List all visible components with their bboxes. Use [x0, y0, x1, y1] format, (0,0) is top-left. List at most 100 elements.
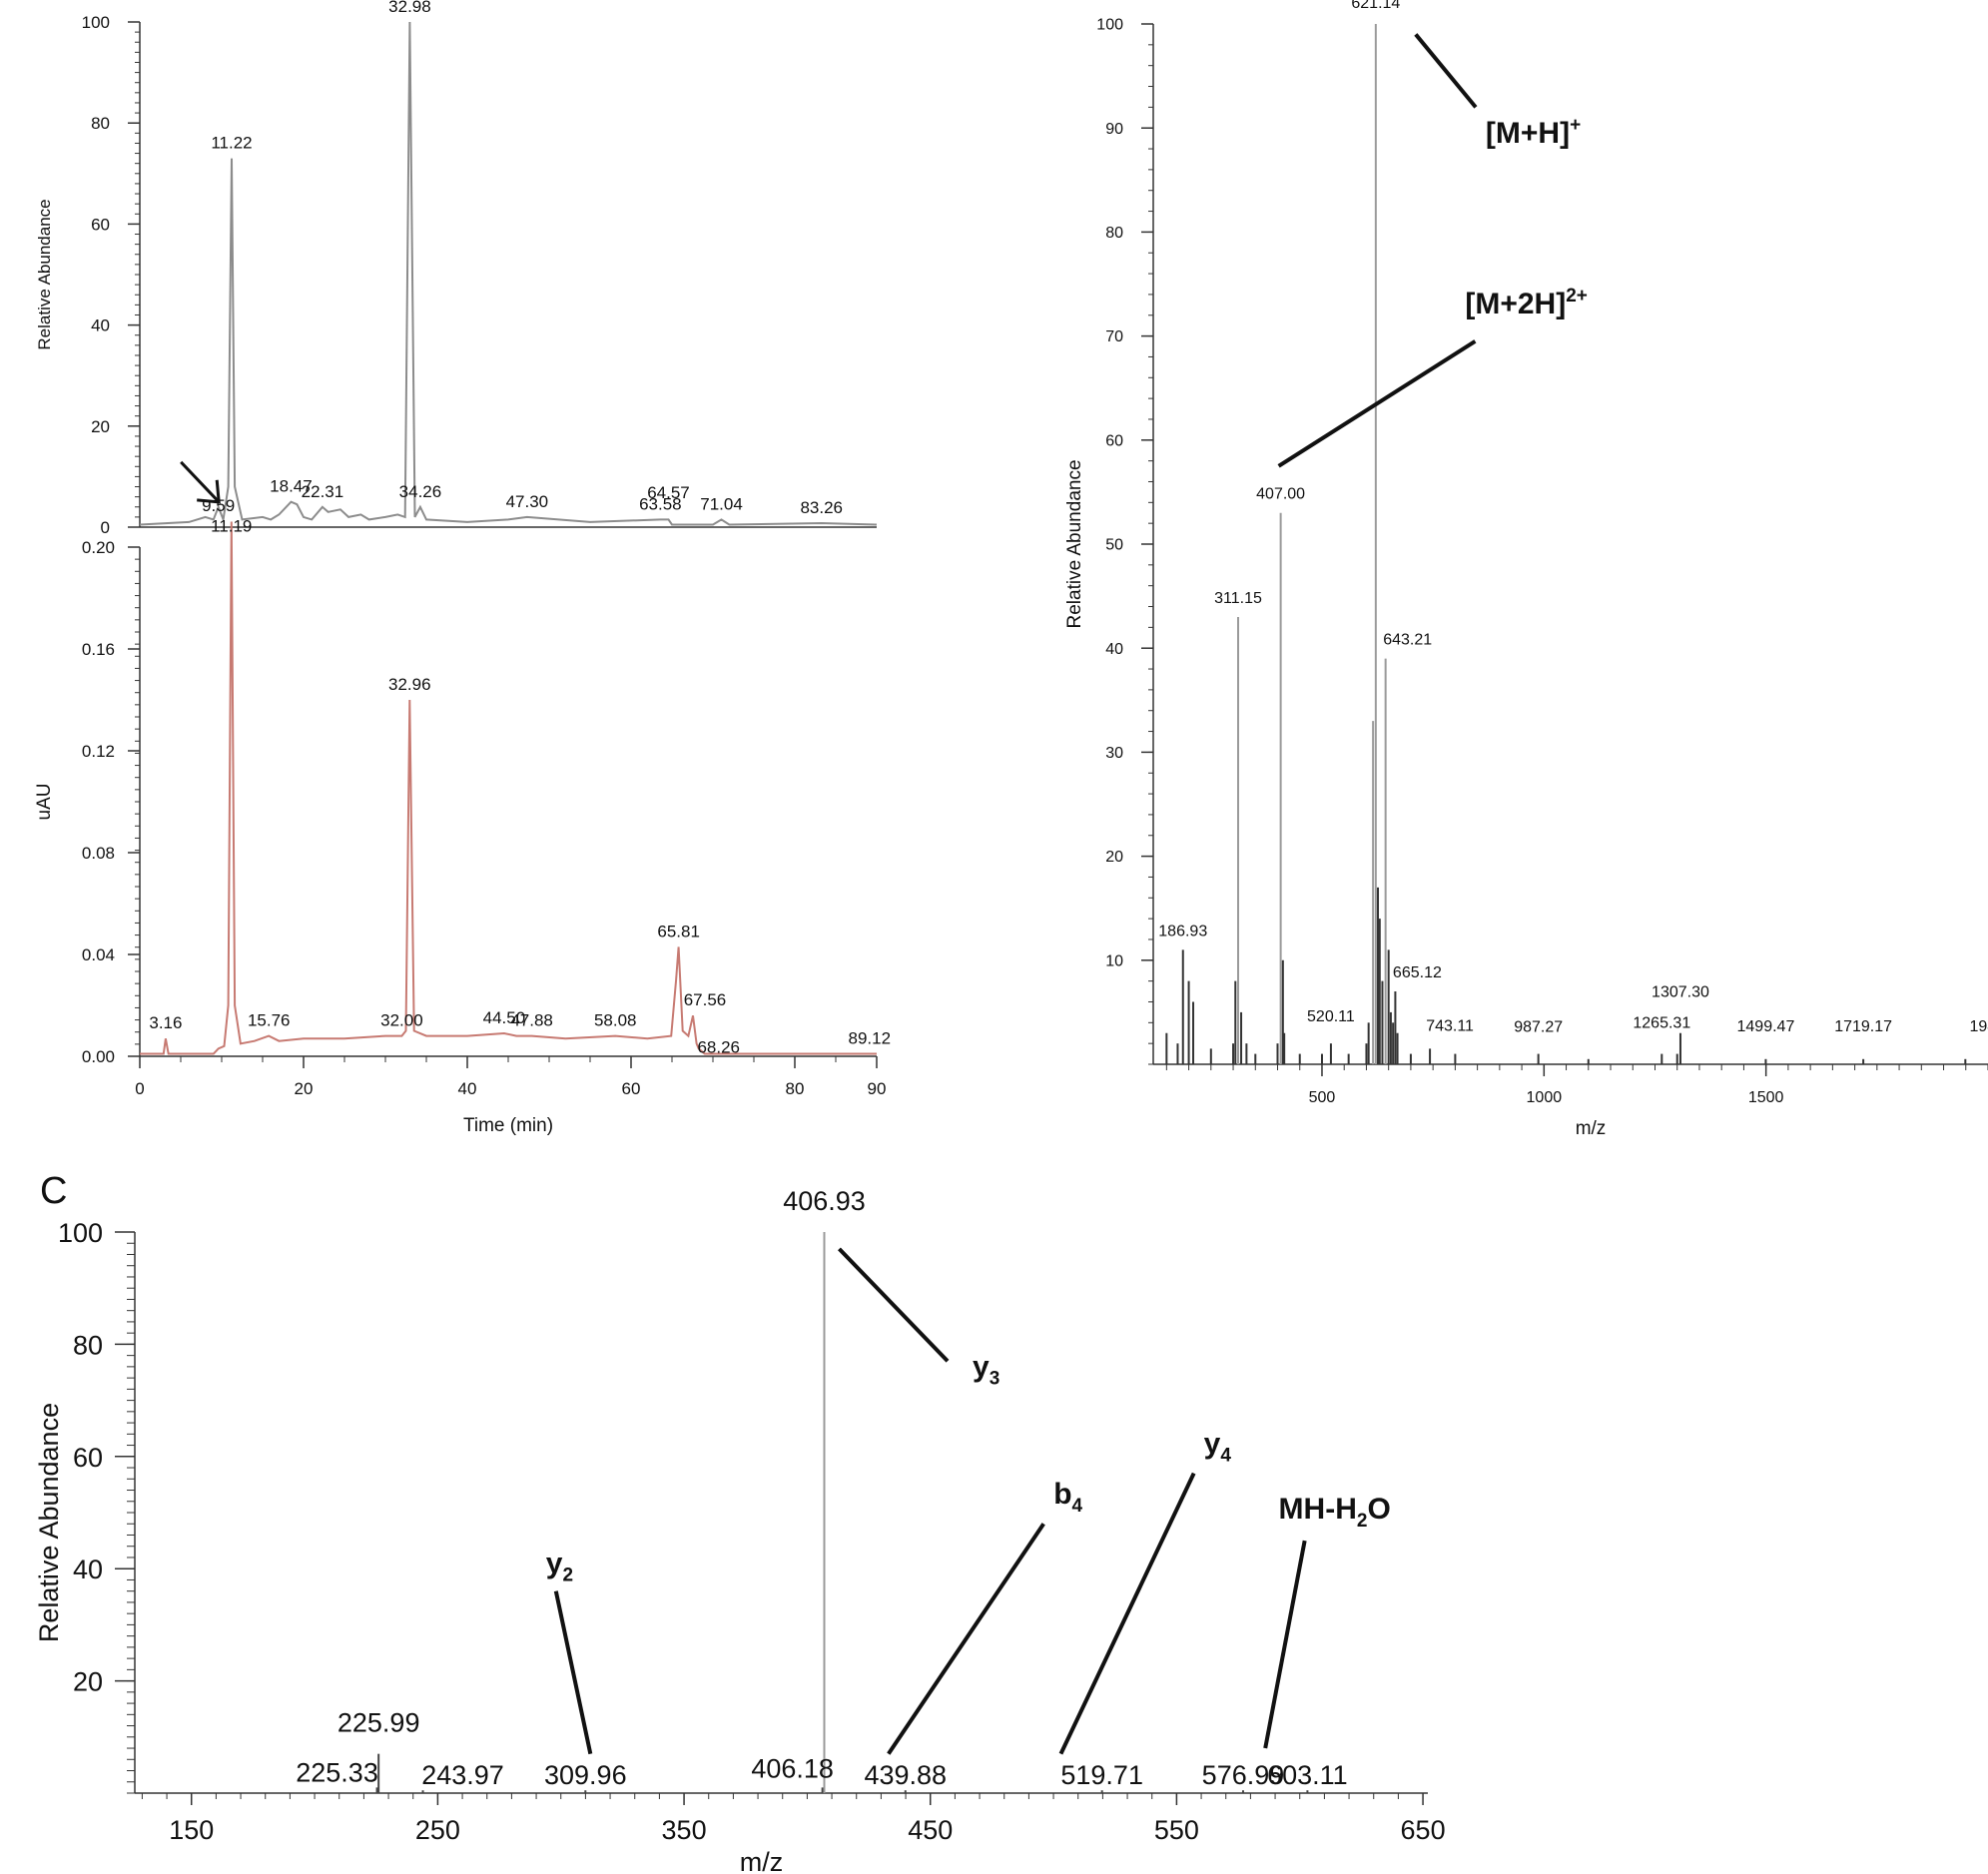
b-peak-label: 1719.17: [1834, 1018, 1892, 1035]
b-peak-label: 520.11: [1307, 1008, 1355, 1025]
a-top-ms-trace: [139, 21, 878, 526]
c-mhh2o-annotation: MH-H2O: [1279, 1493, 1391, 1532]
c-y2-leader-line: [553, 1590, 593, 1755]
b-peak-label: 665.12: [1393, 964, 1442, 981]
a-bottom-x-tick-label: 60: [622, 1079, 641, 1098]
a-bottom-y-tick-label: 0.08: [82, 844, 115, 863]
c-y-tick-label: 100: [58, 1218, 103, 1248]
c-peak-label: 406.93: [783, 1186, 866, 1216]
a-bottom-x-axis-title: Time (min): [463, 1115, 553, 1136]
a-top-peak-label: 22.31: [302, 482, 344, 501]
a-top-arrow-shaft: [180, 460, 221, 503]
a-bottom-y-tick-label: 0.12: [82, 742, 115, 761]
a-top-peak-label: 34.26: [399, 482, 442, 501]
b-m2h-leader-line: [1277, 339, 1477, 468]
a-top-peak-label: 32.98: [388, 0, 431, 16]
a-bottom-x-tick-label: 20: [295, 1079, 314, 1098]
c-y-axis-title: Relative Abundance: [34, 1403, 64, 1642]
b-peak-label: 311.15: [1214, 590, 1262, 607]
c-x-tick-label: 650: [1401, 1815, 1446, 1845]
a-top-peak-label: 47.30: [506, 492, 549, 511]
b-peak-label: 743.11: [1426, 1017, 1474, 1034]
a-top-peak-label: 63.58: [639, 494, 682, 513]
a-top-peak-label: 64.57: [647, 483, 690, 502]
a-top-peak-label: 83.26: [800, 498, 843, 517]
b-x-tick-label: 1000: [1527, 1089, 1563, 1106]
a-top-y-tick-label: 0: [101, 518, 110, 537]
a-top-y-axis-title: Relative Abundance: [35, 199, 54, 349]
a-bottom-peak-label: 3.16: [149, 1013, 182, 1032]
c-peak-label: 406.18: [751, 1753, 834, 1783]
a-bottom-uv-trace: [140, 521, 877, 1055]
a-bottom-peak-label: 15.76: [248, 1011, 291, 1030]
a-bottom-x-tick-label: 40: [458, 1079, 477, 1098]
b-peak-label: 1307.30: [1652, 984, 1709, 1001]
b-y-tick-label: 20: [1105, 849, 1123, 866]
c-peak-label: 519.71: [1060, 1760, 1143, 1790]
a-top-peak-label: 18.47: [270, 477, 313, 496]
c-y-tick-label: 20: [73, 1667, 103, 1697]
c-peak-label: 309.96: [544, 1760, 627, 1790]
b-y-axis-title: Relative Abundance: [1064, 459, 1085, 628]
ms-spectrum-panel: 10 20 30 40 50 60 70 80 90 100 500 1000 1500 Relative…: [1064, 0, 1988, 1139]
panel-label-c: C: [40, 1170, 67, 1212]
a-top-y-tick-label: 100: [82, 13, 110, 32]
b-y-tick-label: 40: [1105, 641, 1123, 658]
b-peak-label: 407.00: [1256, 486, 1305, 503]
b-peak-label: 621.14: [1351, 0, 1400, 12]
c-peak-label: 603.11: [1267, 1760, 1348, 1790]
b-y-tick-label: 30: [1105, 745, 1123, 762]
a-bottom-peak-label: 11.19: [211, 517, 252, 536]
b-peak-label: 987.27: [1514, 1019, 1563, 1036]
a-top-y-tick-label: 60: [91, 215, 110, 234]
a-bottom-peak-label: 32.96: [388, 675, 431, 694]
a-bottom-y-tick-label: 0.04: [82, 945, 115, 964]
c-y4-leader-line: [1058, 1472, 1196, 1755]
a-bottom-peak-label: 32.00: [380, 1011, 423, 1030]
b-y-tick-label: 60: [1105, 432, 1123, 449]
b-mh-annotation: [M+H]+: [1486, 115, 1581, 150]
b-y-tick-label: 10: [1105, 952, 1123, 969]
b-y-tick-label: 80: [1105, 225, 1123, 242]
b-x-tick-label: 500: [1309, 1089, 1336, 1106]
a-bottom-y-axis-title: uAU: [34, 784, 55, 821]
a-bottom-x-tick-label: 90: [868, 1079, 887, 1098]
b-y-tick-label: 90: [1105, 121, 1123, 138]
c-x-tick-label: 550: [1154, 1815, 1199, 1845]
a-bottom-x-tick-label: 0: [135, 1079, 144, 1098]
b-y-tick-label: 50: [1105, 537, 1123, 554]
b-x-axis-title: m/z: [1576, 1118, 1607, 1139]
b-peak-label: 1499.47: [1737, 1018, 1795, 1035]
a-bottom-peak-label: 44.50: [483, 1008, 526, 1027]
c-y-tick-label: 80: [73, 1330, 103, 1360]
a-bottom-peak-label: 47.88: [510, 1011, 553, 1030]
c-peak-label: 576.99: [1202, 1760, 1285, 1790]
c-x-tick-label: 450: [908, 1815, 953, 1845]
a-bottom-peak-label: 68.26: [697, 1037, 740, 1056]
a-top-peak-label: 11.22: [211, 134, 252, 153]
b-y-tick-label: 100: [1096, 17, 1123, 34]
b-peak-label: 1265.31: [1633, 1015, 1690, 1032]
b-y-tick-label: 70: [1105, 328, 1123, 345]
b-peak-label: 186.93: [1158, 923, 1207, 939]
a-top-arrow-head: [197, 479, 221, 504]
c-x-axis-title: m/z: [740, 1847, 784, 1874]
a-bottom-y-tick-label: 0.00: [82, 1047, 115, 1066]
c-x-tick-label: 150: [169, 1815, 214, 1845]
c-peak-label: 439.88: [864, 1760, 947, 1790]
a-top-y-tick-label: 40: [91, 316, 110, 335]
a-bottom-peak-label: 89.12: [849, 1028, 892, 1047]
c-peak-label: 225.33: [296, 1757, 378, 1787]
b-mh-leader-line: [1414, 33, 1478, 109]
b-peak-label: 643.21: [1383, 632, 1432, 649]
a-bottom-y-tick-label: 0.16: [82, 640, 115, 659]
a-top-y-tick-label: 80: [91, 114, 110, 133]
a-bottom-y-tick-label: 0.20: [82, 538, 115, 557]
a-top-peak-label: 71.04: [700, 494, 743, 513]
chromatogram-uv-panel: 0.000.040.080.120.160.200 20 40 60 80 90uAUTi…: [34, 517, 891, 1137]
a-bottom-peak-label: 65.81: [657, 922, 700, 940]
c-y-tick-label: 60: [73, 1443, 103, 1473]
c-x-tick-label: 350: [662, 1815, 707, 1845]
